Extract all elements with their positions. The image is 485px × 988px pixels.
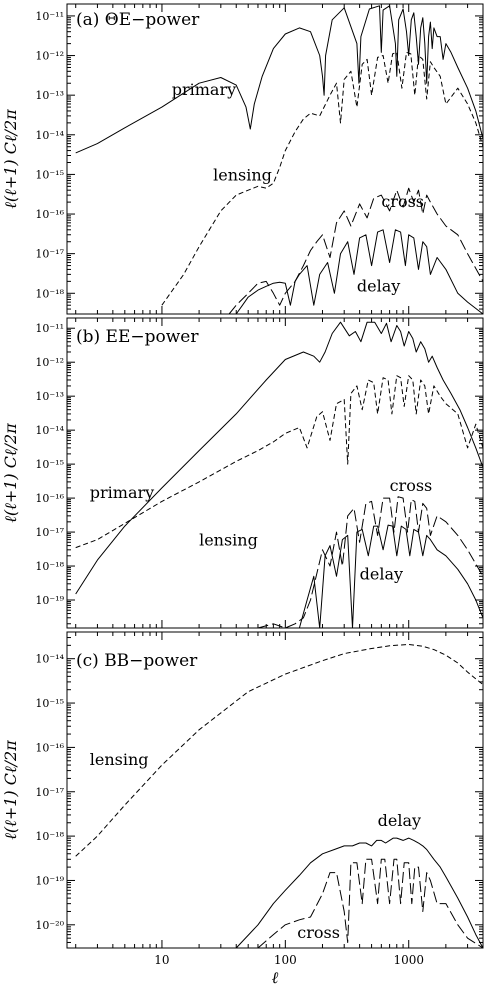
y-tick-label: 10⁻¹⁶: [35, 492, 64, 505]
curve-label-primary: primary: [90, 483, 154, 502]
x-tick-label: 10: [154, 953, 169, 967]
panel-e-e: (b) EE−power ℓ(ℓ+1) Cℓ/2π 10⁻¹⁹10⁻¹⁸10⁻¹…: [1, 317, 484, 629]
curve-label-cross: cross: [390, 476, 433, 495]
curve-labels: primary lensing cross delay: [90, 476, 433, 583]
x-tick-label: 1000: [393, 953, 424, 967]
curve-label-delay: delay: [357, 277, 400, 296]
y-tick-label: 10⁻¹⁴: [35, 424, 64, 437]
y-tick-label: 10⁻¹⁸: [35, 287, 64, 300]
series-cross: [242, 496, 484, 629]
curve-label-primary: primary: [172, 80, 236, 99]
series-lensing: [75, 375, 484, 549]
y-tick-label: 10⁻¹⁸: [35, 560, 64, 573]
y-axis-label: ℓ(ℓ+1) Cℓ/2π: [1, 423, 20, 523]
y-tick-label: 10⁻¹¹: [35, 322, 64, 335]
series-lensing: [75, 643, 484, 857]
y-tick-label: 10⁻¹²: [35, 50, 64, 63]
y-tick-label: 10⁻¹¹: [35, 10, 64, 23]
series: [75, 5, 484, 315]
y-tick-label: 10⁻¹⁵: [35, 168, 64, 181]
panel-frame: [66, 3, 484, 315]
panel-frame: [66, 631, 484, 949]
y-tick-label: 10⁻¹⁴: [35, 653, 64, 666]
y-tick-label: 10⁻¹⁵: [35, 697, 64, 710]
y-tick-label: 10⁻¹⁶: [35, 741, 64, 754]
curve-label-cross: cross: [297, 923, 340, 942]
curve-labels: primary lensing cross delay: [172, 80, 424, 295]
series-primary: [75, 321, 484, 595]
curve-label-lensing: lensing: [199, 531, 258, 550]
curve-label-lensing: lensing: [90, 750, 149, 769]
panel-label: (a) ΘE−power: [76, 10, 200, 30]
series-cross: [257, 858, 484, 949]
panel-frame: [66, 317, 484, 629]
series-lensing: [161, 51, 484, 306]
y-ticks: 10⁻²⁰ 10⁻¹⁹ 10⁻¹⁸ 10⁻¹⁷ 10⁻¹⁶ 10⁻¹⁵ 10⁻¹⁴: [35, 631, 484, 948]
y-tick-label: 10⁻²⁰: [35, 919, 64, 932]
series-delay: [235, 229, 484, 315]
curve-label-cross: cross: [381, 192, 424, 211]
curve-labels: lensing delay cross: [90, 750, 421, 942]
y-ticks: 10⁻¹⁹ 10⁻¹⁸ 10⁻¹⁷ 10⁻¹⁶ 10⁻¹⁵ 10⁻¹⁴ 10⁻¹³ 10⁻¹²…: [35, 317, 484, 628]
y-tick-label: 10⁻¹⁷: [35, 248, 64, 261]
x-ticks: 10 100 1000: [154, 953, 424, 967]
panel-theta-e: (a) ΘE−power ℓ(ℓ+1) Cℓ/2π 10⁻¹⁸10⁻¹⁷10⁻¹…: [1, 3, 484, 315]
y-tick-label: 10⁻¹⁷: [35, 526, 64, 539]
series-delay: [298, 524, 484, 629]
panel-b-b: (c) BB−power ℓ(ℓ+1) Cℓ/2π 10⁻²⁰ 10⁻¹⁹ 10⁻¹…: [1, 631, 484, 987]
y-tick-label: 10⁻¹⁸: [35, 830, 64, 843]
y-tick-label: 10⁻¹⁹: [35, 874, 64, 887]
panel-label: (c) BB−power: [76, 651, 198, 671]
x-axis-label: ℓ: [272, 968, 279, 987]
y-tick-label: 10⁻¹⁵: [35, 458, 64, 471]
curve-label-lensing: lensing: [213, 166, 272, 185]
y-tick-label: 10⁻¹³: [35, 390, 64, 403]
y-tick-label: 10⁻¹²: [35, 356, 64, 369]
series-cross: [228, 187, 484, 315]
series: [75, 643, 484, 949]
y-tick-label: 10⁻¹⁹: [35, 594, 64, 607]
y-tick-label: 10⁻¹⁶: [35, 208, 64, 221]
curve-label-delay: delay: [378, 811, 421, 830]
x-tick-label: 100: [274, 953, 297, 967]
y-axis-label: ℓ(ℓ+1) Cℓ/2π: [1, 109, 20, 209]
series: [75, 321, 484, 629]
y-tick-label: 10⁻¹⁷: [35, 786, 64, 799]
curve-label-delay: delay: [360, 565, 403, 584]
series-primary: [75, 5, 484, 154]
panel-label: (b) EE−power: [76, 327, 199, 347]
y-tick-label: 10⁻¹³: [35, 89, 64, 102]
y-ticks: 10⁻¹⁸ 10⁻¹⁷ 10⁻¹⁶ 10⁻¹⁵ 10⁻¹⁴ 10⁻¹³ 10⁻¹² 10⁻¹¹: [35, 3, 484, 315]
series-delay: [235, 837, 484, 949]
y-tick-label: 10⁻¹⁴: [35, 129, 64, 142]
y-axis-label: ℓ(ℓ+1) Cℓ/2π: [1, 740, 20, 840]
